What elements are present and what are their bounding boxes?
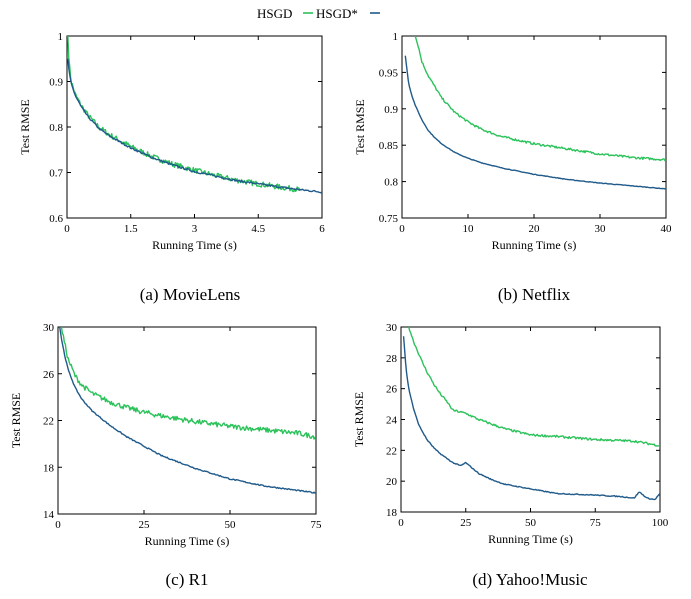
y-tick-label: 1 [58, 31, 64, 43]
series-line-hsgd [60, 327, 316, 440]
x-tick-label: 40 [661, 223, 673, 235]
series-line-hsgd-star [404, 55, 666, 190]
x-tick-label: 50 [225, 519, 237, 531]
y-axis-label: Test RMSE [9, 393, 23, 449]
y-tick-label: 26 [386, 384, 398, 396]
x-tick-label: 50 [525, 517, 537, 529]
y-tick-label: 0.85 [379, 140, 399, 152]
x-tick-label: 25 [139, 519, 151, 531]
x-tick-label: 1.5 [124, 223, 138, 235]
y-tick-label: 0.7 [49, 168, 63, 180]
y-axis-label: Test RMSE [18, 99, 32, 155]
y-tick-label: 30 [43, 322, 55, 334]
y-tick-label: 0.95 [379, 67, 399, 79]
plot-frame [401, 35, 667, 219]
chart-netflix: 0 10 20 30 40 0.75 0.8 0.85 0.9 0.95 1 Running Time… [353, 31, 672, 304]
y-tick-label: 0.8 [49, 122, 63, 134]
plot-frame [66, 35, 323, 219]
y-tick-label: 24 [386, 415, 398, 427]
y-tick-label: 28 [386, 353, 398, 365]
x-tick-label: 0 [55, 519, 61, 531]
y-tick-label: 0.8 [384, 177, 398, 189]
x-tick-label: 0 [399, 223, 405, 235]
y-tick-label: 22 [43, 416, 54, 428]
y-tick-label: 20 [386, 476, 398, 488]
y-tick-label: 0.75 [379, 213, 399, 225]
chart-yahoo-music: 0 25 50 75 100 18 20 22 24 26 28 30 Running Time (s)… [352, 322, 669, 589]
x-tick-label: 75 [311, 519, 323, 531]
series-line-hsgd [408, 327, 660, 447]
y-tick-label: 0.9 [384, 104, 398, 116]
x-tick-label: 75 [590, 517, 602, 529]
chart-movielens: 0 1.5 3 4.5 6 0.6 0.7 0.8 0.9 1 Running Time (s) Te… [18, 31, 325, 304]
y-tick-label: 30 [386, 322, 398, 334]
x-tick-label: 20 [529, 223, 541, 235]
x-tick-label: 6 [319, 223, 325, 235]
y-tick-label: 0.6 [49, 213, 63, 225]
series-line-hsgd-star [59, 327, 316, 494]
x-tick-label: 30 [595, 223, 607, 235]
y-axis-label: Test RMSE [353, 99, 367, 155]
x-axis-label: Running Time (s) [492, 238, 577, 252]
subfigure-caption: (a) MovieLens [140, 285, 241, 304]
x-axis-label: Running Time (s) [488, 532, 573, 546]
x-tick-label: 25 [460, 517, 472, 529]
legend-label-hsgd: HSGD [257, 6, 292, 21]
y-tick-label: 18 [386, 507, 398, 519]
y-tick-label: 18 [43, 462, 55, 474]
x-axis-label: Running Time (s) [152, 238, 237, 252]
y-tick-label: 14 [43, 509, 55, 521]
x-axis-label: Running Time (s) [145, 534, 230, 548]
subfigure-caption: (d) Yahoo!Music [472, 570, 588, 589]
legend-label-hsgd-star: HSGD* [316, 6, 358, 21]
x-tick-label: 3 [192, 223, 198, 235]
series-line-hsgd-star [402, 336, 660, 501]
y-tick-label: 26 [43, 369, 55, 381]
x-tick-label: 0 [398, 517, 404, 529]
y-tick-label: 1 [393, 31, 399, 43]
subfigure-caption: (c) R1 [166, 570, 209, 589]
series-line-hsgd [414, 36, 666, 162]
series-line-hsgd-star [67, 58, 322, 194]
x-tick-label: 100 [652, 517, 669, 529]
y-tick-label: 22 [386, 445, 397, 457]
x-tick-label: 10 [463, 223, 475, 235]
subfigure-caption: (b) Netflix [498, 285, 571, 304]
y-tick-label: 0.9 [49, 77, 63, 89]
chart-r1: 0 25 50 75 14 18 22 26 30 Running Time (s) Test RM… [9, 322, 322, 589]
y-axis-label: Test RMSE [352, 392, 366, 448]
legend: HSGD HSGD* [257, 6, 380, 21]
x-tick-label: 4.5 [251, 223, 265, 235]
x-tick-label: 0 [64, 223, 70, 235]
plot-frame [400, 326, 661, 513]
